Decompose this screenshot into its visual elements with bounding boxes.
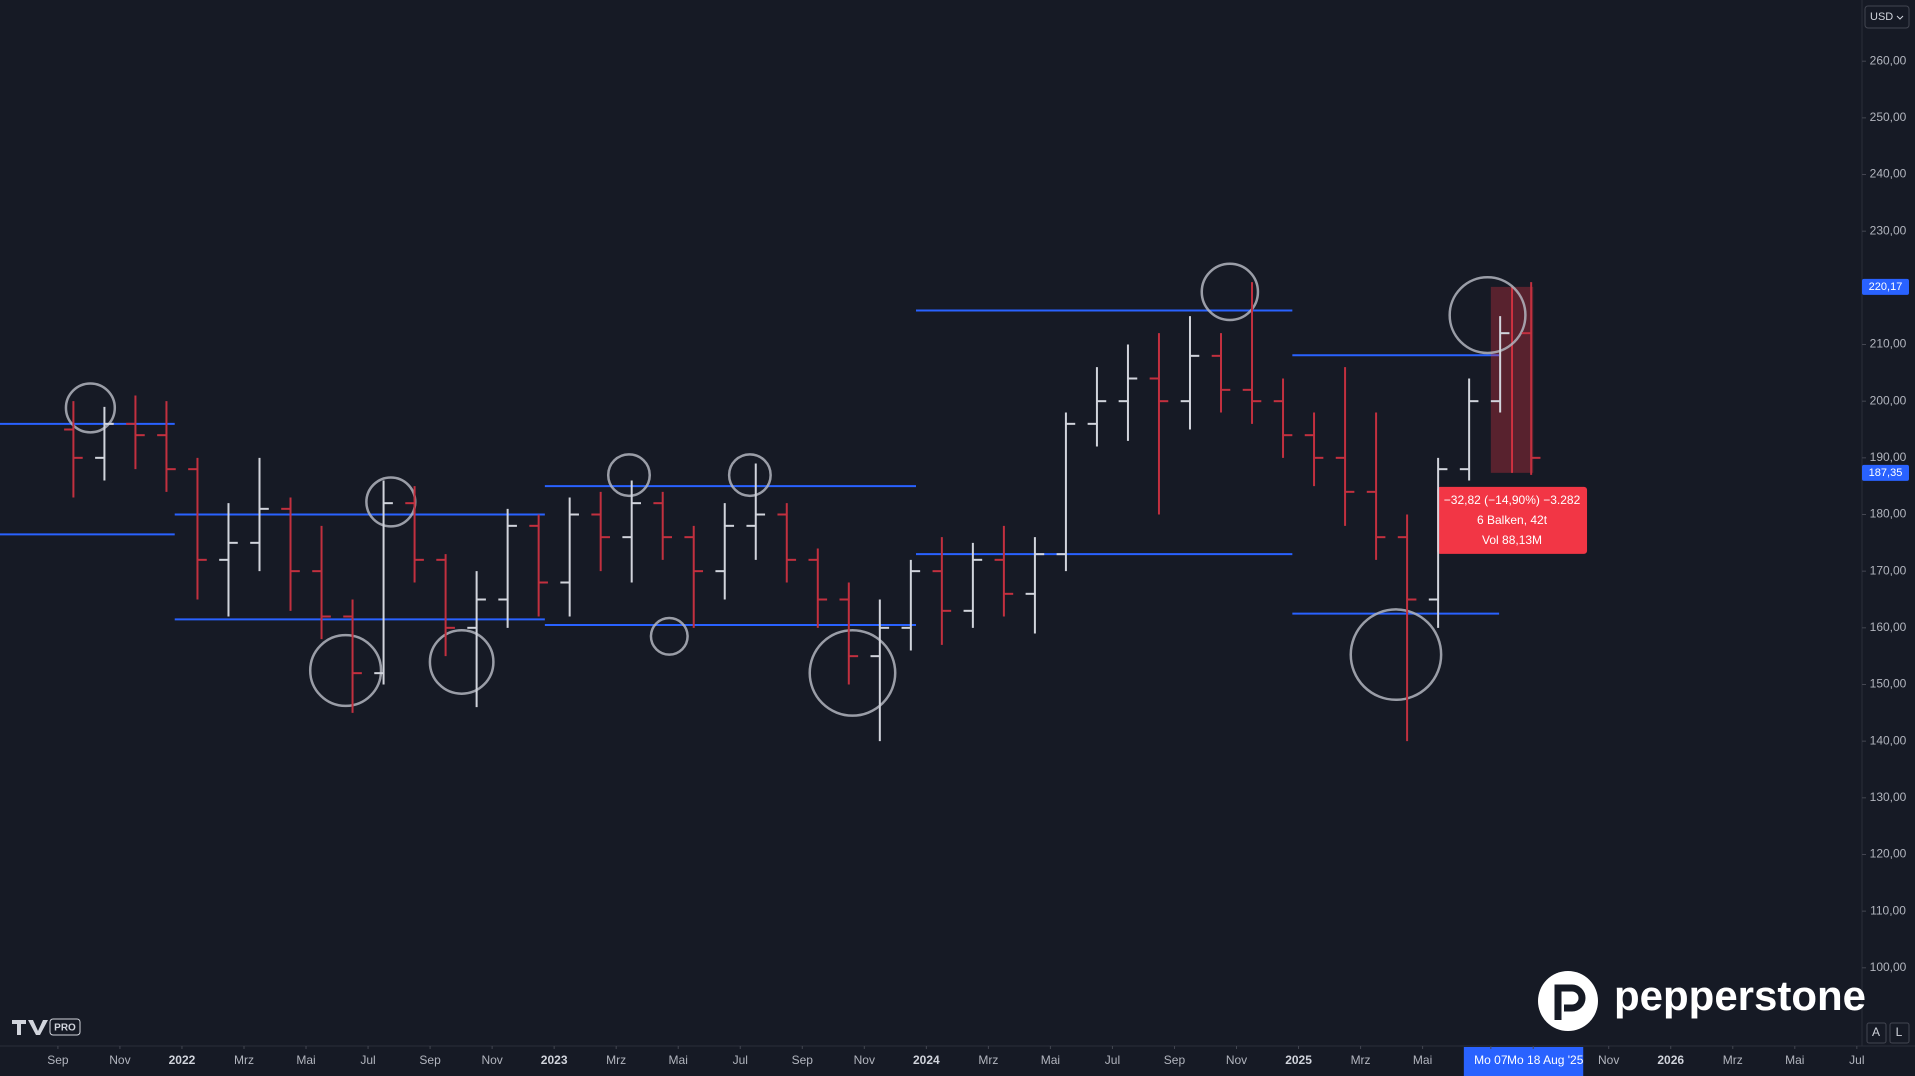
annotation-circle	[428, 628, 495, 695]
y-tick-label: 210,00	[1870, 337, 1907, 351]
x-tick-label: 2022	[169, 1053, 196, 1067]
x-tick-label: Mai	[1785, 1053, 1804, 1067]
currency: USD	[1870, 11, 1893, 23]
x-tick-label: Mrz	[978, 1053, 998, 1067]
y-tick-label: 200,00	[1870, 393, 1907, 407]
scale-buttons: A L	[1866, 1022, 1910, 1044]
tooltip-box	[1437, 486, 1588, 554]
x-tick-label: Mo 07	[1474, 1053, 1508, 1067]
button-box	[1889, 1022, 1910, 1044]
scale-button[interactable]: A	[1872, 1025, 1880, 1039]
y-tick-label: 190,00	[1870, 450, 1907, 464]
currency-button[interactable]: USD	[1864, 5, 1910, 29]
y-tick-label: 240,00	[1870, 167, 1907, 181]
badge: PRO	[54, 1023, 76, 1034]
x-tick-label: Mai	[1041, 1053, 1060, 1067]
x-tick-label: Mo 18 Aug '25	[1507, 1053, 1584, 1067]
x-tick-label: Sep	[47, 1053, 69, 1067]
y-tick-label: 230,00	[1870, 223, 1907, 237]
plot-area: −32,82 (−14,90%) −3.282 6 Balken, 42t Vol …	[0, 262, 1588, 742]
y-tick-label: 150,00	[1870, 677, 1907, 691]
y-tick-label: 110,00	[1870, 903, 1906, 917]
x-tick-label: Sep	[419, 1053, 441, 1067]
x-tick-label: Jul	[1849, 1053, 1864, 1067]
currency-box	[1864, 5, 1910, 29]
x-tick-label: Jul	[733, 1053, 748, 1067]
brand-icon-p	[1554, 984, 1586, 1020]
y-tick-label: 260,00	[1870, 53, 1907, 67]
badge-box	[49, 1018, 81, 1036]
x-tick-label: Nov	[109, 1053, 130, 1067]
button-box	[1866, 1022, 1887, 1044]
brand-logo: pepperstone	[1538, 971, 1866, 1031]
annotation-circle	[808, 628, 897, 717]
annotation-circle	[1448, 275, 1527, 355]
x-tick-label: Sep	[792, 1053, 814, 1067]
brand-icon	[1538, 971, 1598, 1031]
annotation-circle	[606, 453, 651, 498]
x-tick-label: Jul	[360, 1053, 375, 1067]
annotation-circle	[727, 453, 772, 498]
y-tick-label: 180,00	[1870, 507, 1907, 521]
tooltip-line: −32,82 (−14,90%) −3.282	[1444, 493, 1581, 507]
x-tick-label: Mrz	[1351, 1053, 1371, 1067]
y-tick-label: 100,00	[1870, 960, 1907, 974]
price-label: 187,35	[1869, 467, 1903, 479]
x-highlight	[1463, 1047, 1584, 1076]
scale-button[interactable]: L	[1896, 1025, 1903, 1039]
price-label-box	[1862, 278, 1909, 295]
y-tick-label: 250,00	[1870, 110, 1907, 124]
price-label-box	[1862, 464, 1909, 481]
x-tick-label: Mrz	[606, 1053, 626, 1067]
annotation-circle	[1200, 262, 1260, 322]
annotation-circle	[308, 633, 383, 708]
x-tick-label: Nov	[1598, 1053, 1619, 1067]
x-tick-label: Nov	[481, 1053, 502, 1067]
x-tick-label: Nov	[1226, 1053, 1247, 1067]
x-tick-label: 2024	[913, 1053, 940, 1067]
chevron	[1896, 15, 1904, 20]
x-tick-label: Nov	[854, 1053, 875, 1067]
x-tick-label: Mrz	[234, 1053, 254, 1067]
y-tick-label: 160,00	[1870, 620, 1907, 634]
y-tick-label: 120,00	[1870, 847, 1907, 861]
annotation-circle	[1349, 608, 1443, 702]
tooltip-line: 6 Balken, 42t	[1477, 513, 1548, 527]
x-tick-label: 2023	[541, 1053, 568, 1067]
price-label: 220,17	[1869, 281, 1903, 293]
x-tick-label: Mai	[669, 1053, 688, 1067]
x-tick-label: Jul	[1105, 1053, 1120, 1067]
brand: pepperstone	[1614, 972, 1866, 1019]
tooltip-line: Vol 88,13M	[1482, 533, 1542, 547]
x-tick-label: Sep	[1164, 1053, 1186, 1067]
x-tick-label: 2025	[1285, 1053, 1312, 1067]
x-tick-label: 2026	[1657, 1053, 1684, 1067]
annotation-circle	[64, 382, 117, 434]
tv-logo: PRO	[12, 1018, 81, 1036]
annotation-circle	[649, 616, 689, 656]
x-tick-label: Mrz	[1723, 1053, 1743, 1067]
tv-mark	[12, 1020, 48, 1035]
y-tick-label: 140,00	[1870, 733, 1907, 747]
x-tick-label: Mai	[296, 1053, 315, 1067]
x-tick-label: Mai	[1413, 1053, 1432, 1067]
y-tick-label: 130,00	[1870, 790, 1907, 804]
y-tick-label: 170,00	[1870, 563, 1907, 577]
